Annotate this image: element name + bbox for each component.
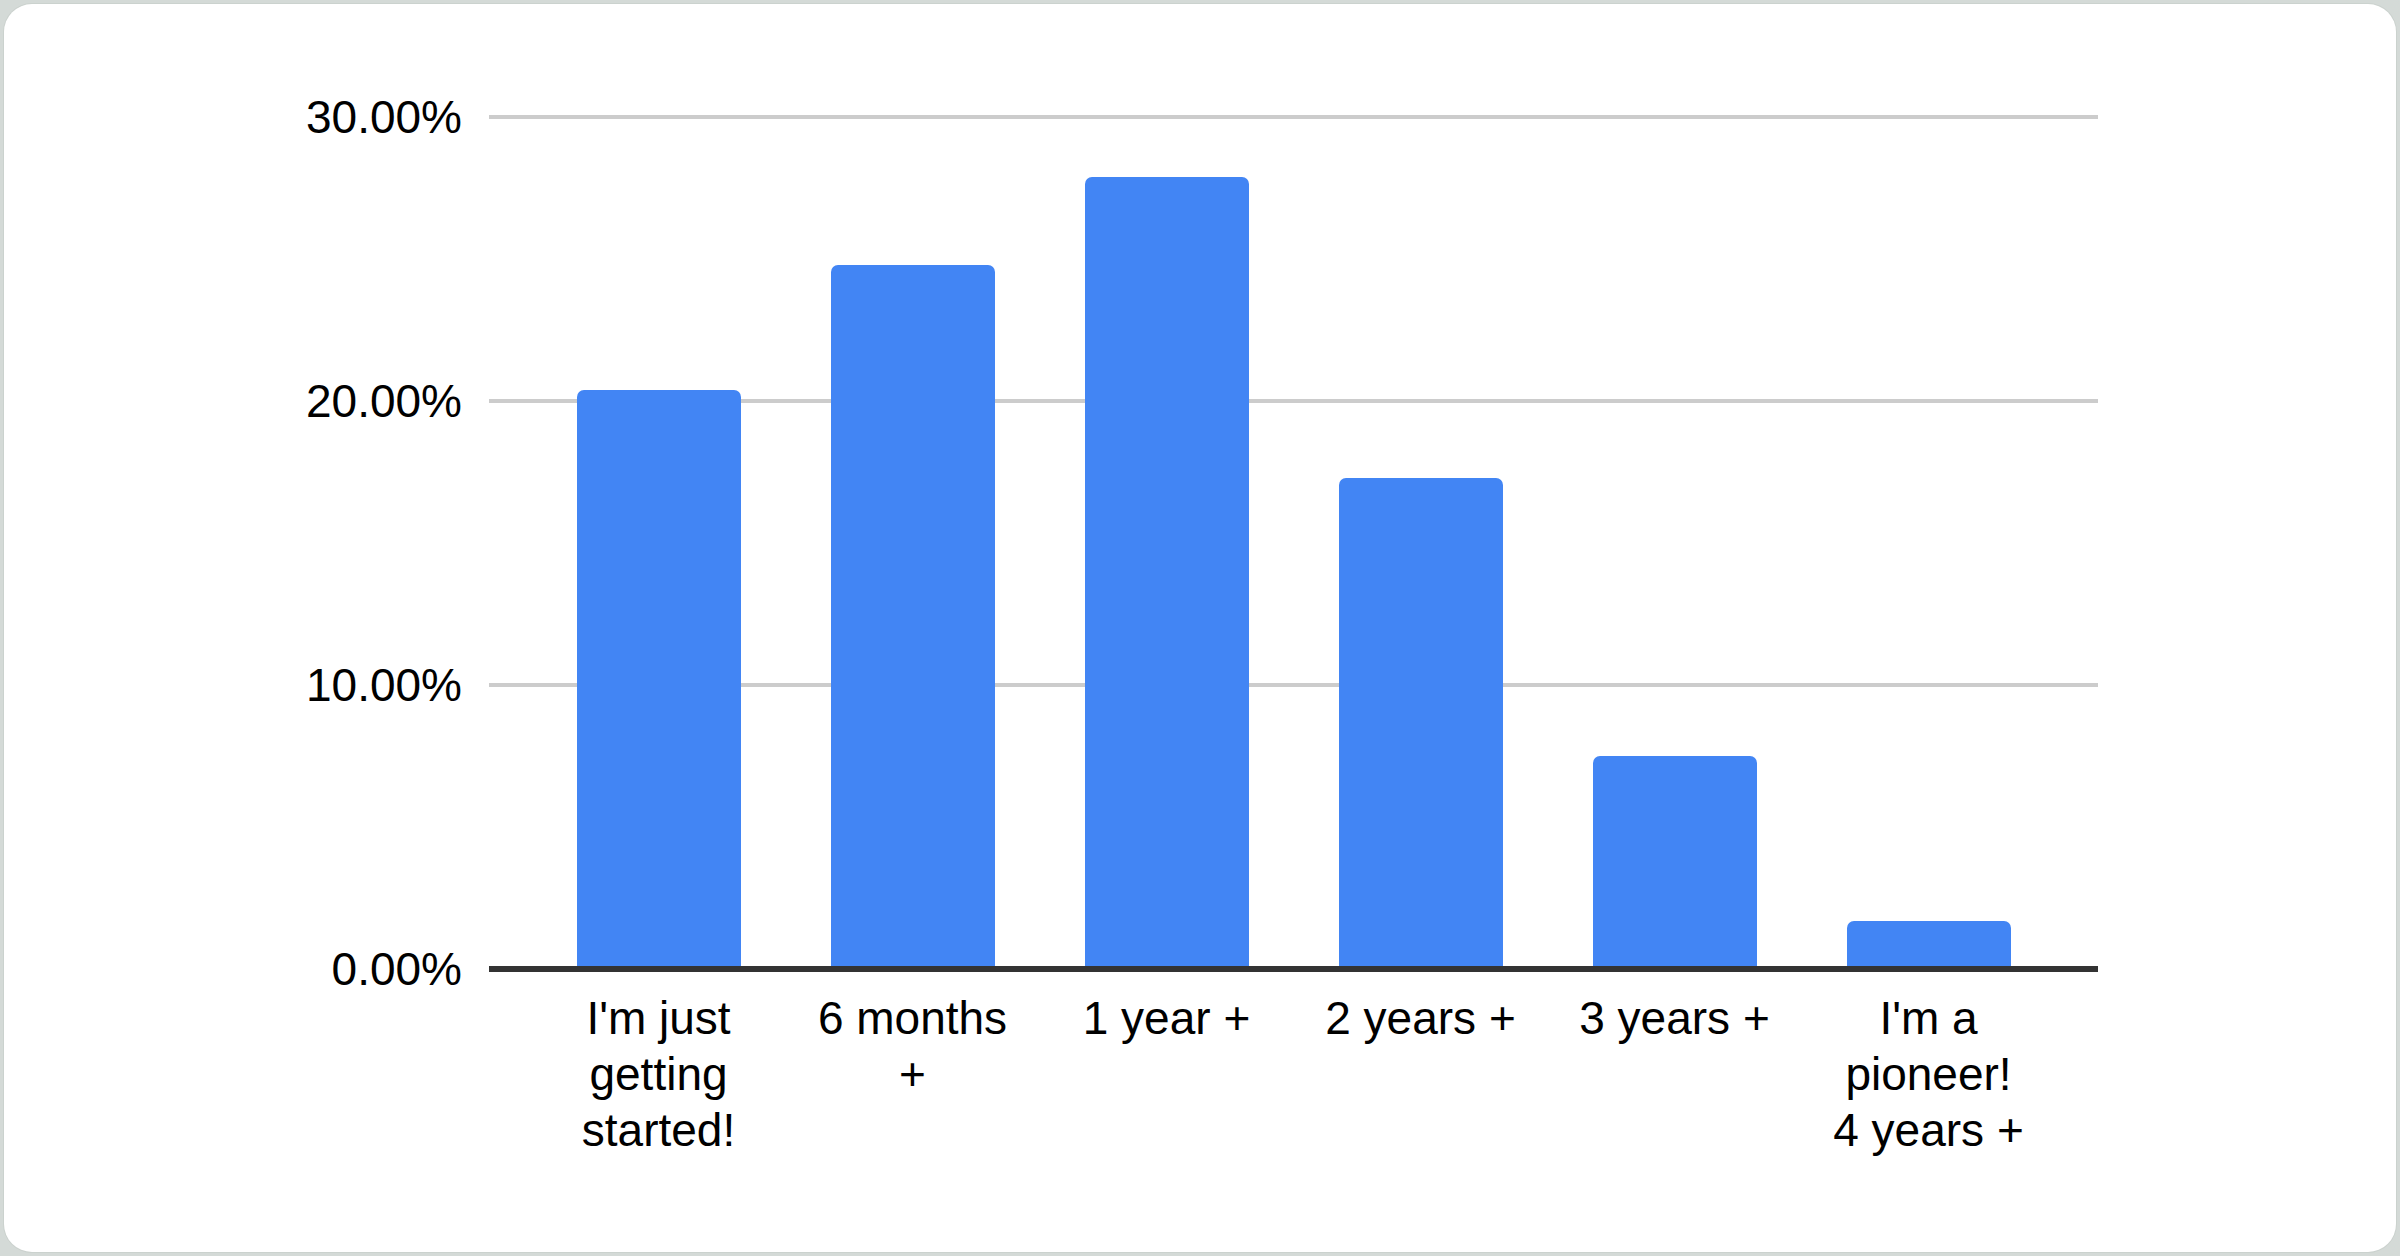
bar-3 xyxy=(1085,177,1249,969)
x-axis-line xyxy=(489,966,2098,972)
x-axis-label-line: 2 years + xyxy=(1294,990,1548,1046)
bar-4 xyxy=(1339,478,1503,969)
x-axis-label-line: getting xyxy=(532,1046,786,1102)
y-tick-label: 30.00% xyxy=(0,89,462,145)
bar-2 xyxy=(831,265,995,969)
bar-5 xyxy=(1593,756,1757,969)
page-background: 30.00% 20.00% 10.00% 0.00% I'm justgettings… xyxy=(0,0,2400,1256)
x-axis-label-line: 4 years + xyxy=(1802,1102,2056,1158)
x-axis-label: 2 years + xyxy=(1294,990,1548,1158)
y-tick-label: 10.00% xyxy=(0,657,462,713)
bars-group xyxy=(489,117,2098,969)
x-axis-label: I'm apioneer!4 years + xyxy=(1802,990,2056,1158)
x-axis-label: 3 years + xyxy=(1548,990,1802,1158)
x-axis-label-line: 1 year + xyxy=(1040,990,1294,1046)
x-axis-label-line: pioneer! xyxy=(1802,1046,2056,1102)
x-axis-label: 1 year + xyxy=(1040,990,1294,1158)
x-axis-label-line: 3 years + xyxy=(1548,990,1802,1046)
x-axis-label-line: I'm just xyxy=(532,990,786,1046)
x-axis-label-line: I'm a xyxy=(1802,990,2056,1046)
y-tick-label: 20.00% xyxy=(0,373,462,429)
bar-chart: 30.00% 20.00% 10.00% 0.00% I'm justgettings… xyxy=(0,0,2400,1256)
x-axis-label-line: started! xyxy=(532,1102,786,1158)
x-axis-label: I'm justgettingstarted! xyxy=(532,990,786,1158)
bar-6 xyxy=(1847,921,2011,969)
bar-1 xyxy=(577,390,741,969)
x-axis-label-line: + xyxy=(786,1046,1040,1102)
x-axis-label: 6 months+ xyxy=(786,990,1040,1158)
x-axis-label-line: 6 months xyxy=(786,990,1040,1046)
y-tick-label: 0.00% xyxy=(0,941,462,997)
plot-area xyxy=(489,117,2098,969)
x-axis-labels: I'm justgettingstarted!6 months+1 year +… xyxy=(489,990,2098,1158)
